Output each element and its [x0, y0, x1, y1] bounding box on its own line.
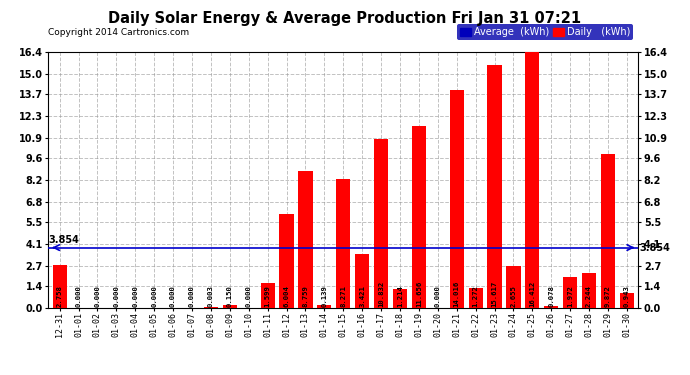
Text: 1.972: 1.972 — [567, 285, 573, 307]
Text: 0.139: 0.139 — [322, 285, 327, 307]
Bar — [52, 265, 67, 308]
Text: 0.003: 0.003 — [208, 285, 214, 307]
Text: Daily Solar Energy & Average Production Fri Jan 31 07:21: Daily Solar Energy & Average Production … — [108, 11, 582, 26]
Bar — [298, 171, 313, 308]
Bar — [544, 306, 558, 308]
Bar — [336, 179, 351, 308]
Text: 0.000: 0.000 — [189, 285, 195, 307]
Bar — [506, 266, 520, 308]
Text: 2.244: 2.244 — [586, 285, 592, 307]
Text: 10.832: 10.832 — [378, 281, 384, 307]
Text: 3.854: 3.854 — [49, 235, 79, 245]
Text: 0.150: 0.150 — [227, 285, 233, 307]
Text: 9.872: 9.872 — [605, 285, 611, 307]
Text: 0.000: 0.000 — [95, 285, 101, 307]
Text: 0.943: 0.943 — [624, 285, 630, 307]
Text: 8.271: 8.271 — [340, 285, 346, 307]
Bar — [223, 305, 237, 308]
Text: 8.759: 8.759 — [302, 285, 308, 307]
Text: 16.412: 16.412 — [529, 281, 535, 307]
Text: 2.655: 2.655 — [511, 285, 516, 307]
Text: 1.214: 1.214 — [397, 285, 403, 307]
Bar — [601, 154, 615, 308]
Text: 0.000: 0.000 — [113, 285, 119, 307]
Text: 0.000: 0.000 — [170, 285, 176, 307]
Bar — [355, 254, 369, 308]
Text: 0.000: 0.000 — [75, 285, 81, 307]
Text: 3.854: 3.854 — [640, 243, 670, 253]
Bar — [450, 90, 464, 308]
Text: 0.000: 0.000 — [435, 285, 441, 307]
Bar — [279, 214, 294, 308]
Text: 0.000: 0.000 — [246, 285, 252, 307]
Text: 0.078: 0.078 — [549, 285, 554, 307]
Legend: Average  (kWh), Daily   (kWh): Average (kWh), Daily (kWh) — [457, 24, 633, 40]
Bar — [412, 126, 426, 308]
Bar — [487, 64, 502, 308]
Text: 14.016: 14.016 — [454, 281, 460, 307]
Bar — [469, 288, 483, 308]
Bar — [261, 283, 275, 308]
Bar — [525, 53, 540, 308]
Bar — [582, 273, 596, 308]
Text: 2.758: 2.758 — [57, 285, 63, 307]
Text: 11.656: 11.656 — [416, 281, 422, 307]
Bar — [563, 277, 578, 308]
Text: 3.421: 3.421 — [359, 285, 365, 307]
Bar — [374, 139, 388, 308]
Text: 1.272: 1.272 — [473, 285, 479, 307]
Bar — [317, 305, 331, 308]
Text: 0.000: 0.000 — [132, 285, 138, 307]
Text: 6.004: 6.004 — [284, 285, 290, 307]
Bar — [393, 289, 407, 308]
Text: Copyright 2014 Cartronics.com: Copyright 2014 Cartronics.com — [48, 28, 190, 37]
Bar — [620, 293, 634, 308]
Text: 0.000: 0.000 — [151, 285, 157, 307]
Text: 1.599: 1.599 — [265, 285, 270, 307]
Text: 15.617: 15.617 — [491, 281, 497, 307]
